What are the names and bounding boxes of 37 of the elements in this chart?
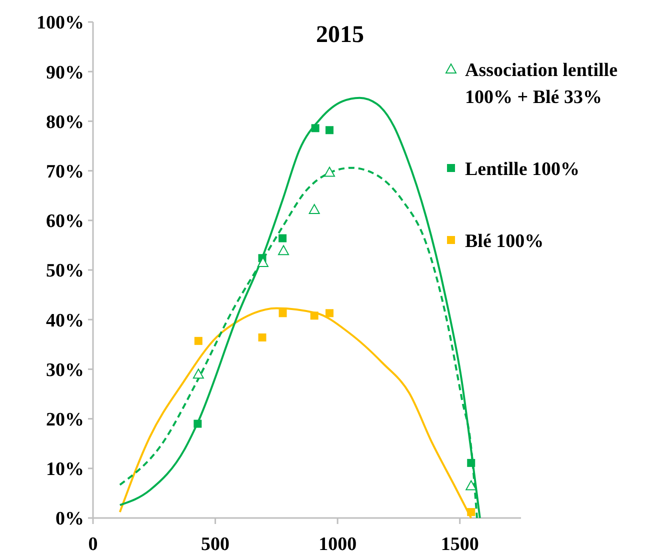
- point: [326, 309, 334, 318]
- x-tick-label: 500: [201, 534, 230, 555]
- point: [192, 368, 204, 379]
- y-tick-label: 10%: [46, 459, 84, 480]
- legend-label: Blé 100%: [465, 231, 544, 252]
- y-tick-label: 60%: [46, 211, 84, 232]
- point: [326, 126, 334, 134]
- y-tick-label: 100%: [36, 12, 84, 34]
- point: [278, 309, 287, 318]
- line-series: [118, 307, 472, 519]
- y-tick-label: 0%: [56, 508, 84, 530]
- y-tick-label: 40%: [46, 310, 84, 332]
- legend-label: Lentille 100%: [465, 159, 580, 180]
- y-tick-label: 50%: [46, 260, 84, 282]
- point: [466, 480, 477, 490]
- x-tick-label: 0: [88, 534, 98, 555]
- y-tick-label: 20%: [46, 409, 84, 430]
- point: [467, 458, 476, 467]
- point: [324, 166, 335, 177]
- point: [278, 234, 287, 242]
- point: [467, 508, 476, 516]
- legend-label: Association lentille 100% + Blé 33%: [465, 60, 618, 108]
- x-tick-label: 1000: [318, 534, 357, 555]
- y-tick-label: 30%: [46, 360, 84, 381]
- point: [310, 312, 318, 320]
- point: [257, 257, 268, 268]
- chart-title: 2015: [316, 22, 364, 48]
- y-tick-label: 80%: [46, 112, 84, 133]
- y-tick-label: 90%: [46, 62, 84, 84]
- x-tick-label: 1500: [440, 534, 479, 555]
- point: [278, 245, 290, 256]
- point: [258, 333, 266, 342]
- point: [308, 204, 320, 214]
- point: [194, 336, 202, 345]
- y-tick-label: 70%: [46, 161, 84, 182]
- point: [311, 124, 320, 132]
- point: [194, 420, 202, 428]
